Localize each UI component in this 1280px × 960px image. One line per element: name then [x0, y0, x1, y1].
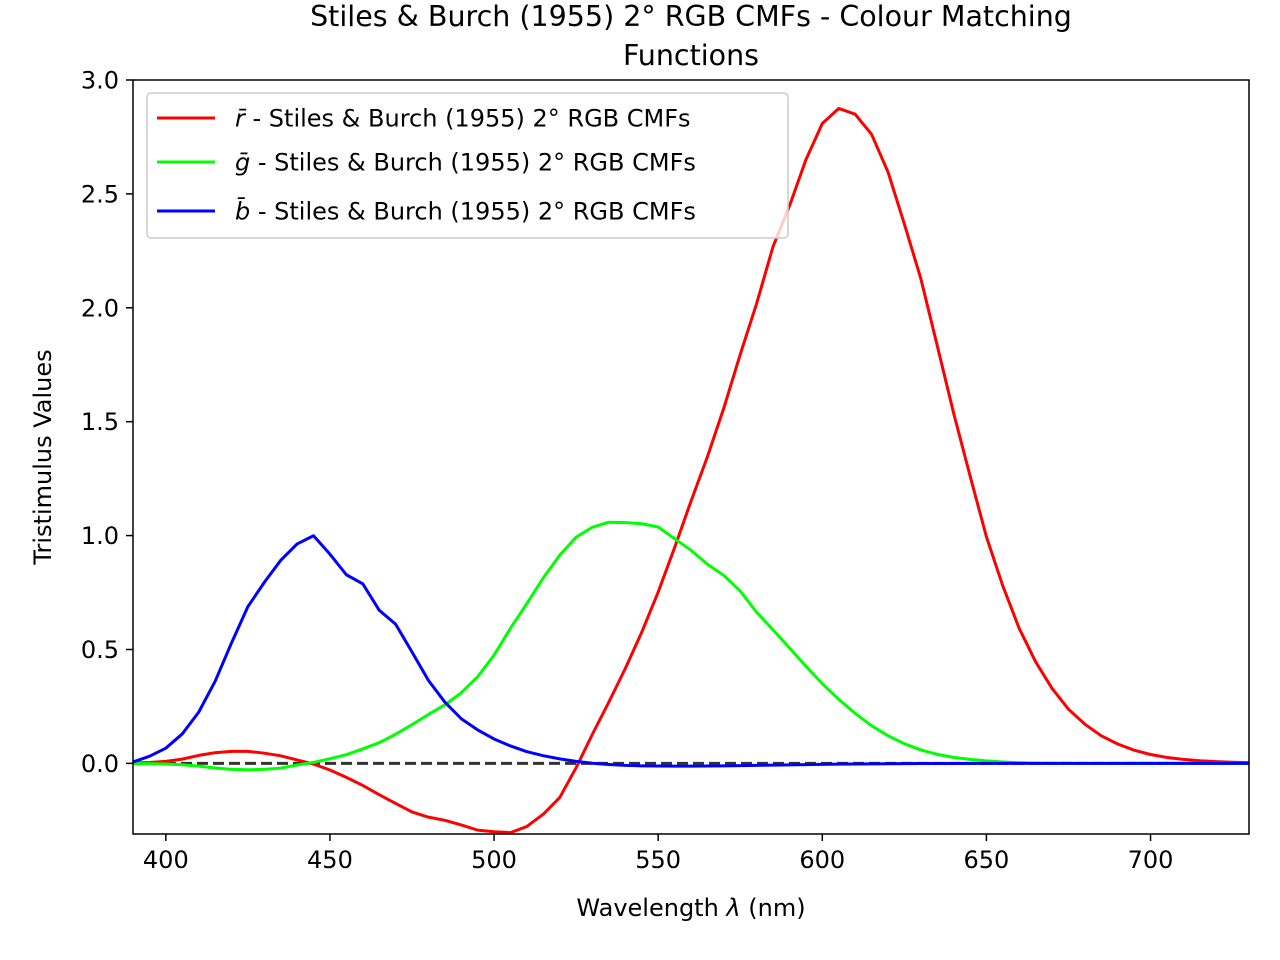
y-tick-label: 3.0 — [81, 67, 119, 95]
legend-symbol-2: b̄ — [235, 196, 250, 225]
legend-symbol-1: ḡ — [235, 149, 250, 177]
chart-title-line-1: Stiles & Burch (1955) 2° RGB CMFs - Colo… — [310, 0, 1072, 33]
legend-text-1: - Stiles & Burch (1955) 2° RGB CMFs — [250, 149, 696, 177]
series-line-0 — [133, 106, 1249, 834]
x-tick-label: 600 — [799, 846, 845, 874]
x-tick-label: 700 — [1128, 846, 1174, 874]
chart-title-line-2: Functions — [623, 39, 759, 72]
y-tick-label: 1.5 — [81, 408, 119, 436]
series-line-2 — [133, 534, 1249, 768]
x-axis-label-suffix: (nm) — [741, 894, 806, 922]
legend-text-2: - Stiles & Burch (1955) 2° RGB CMFs — [250, 198, 696, 226]
legend: r̄ - Stiles & Burch (1955) 2° RGB CMFsḡ … — [146, 92, 789, 239]
plot-area-frame — [132, 79, 1250, 835]
x-axis-label: Wavelength λ (nm) — [576, 894, 805, 922]
legend-label-1: ḡ - Stiles & Burch (1955) 2° RGB CMFs — [235, 149, 696, 177]
legend-symbol-0: r̄ — [235, 105, 247, 133]
y-axis-label: Tristimulus Values — [29, 349, 57, 565]
x-axis-label-symbol: λ — [724, 894, 740, 922]
x-tick-label: 650 — [964, 846, 1010, 874]
x-tick-label: 450 — [307, 846, 353, 874]
x-tick-label: 550 — [635, 846, 681, 874]
y-tick-label: 0.5 — [81, 636, 119, 664]
legend-label-2: b̄ - Stiles & Burch (1955) 2° RGB CMFs — [235, 196, 696, 225]
y-tick-label: 2.0 — [81, 294, 119, 322]
y-tick-label: 2.5 — [81, 180, 119, 208]
y-tick-label: 0.0 — [81, 750, 119, 778]
y-tick-label: 1.0 — [81, 522, 119, 550]
x-tick-label: 500 — [471, 846, 517, 874]
legend-frame — [146, 92, 789, 239]
x-axis-label-prefix: Wavelength — [576, 894, 726, 922]
legend-label-0: r̄ - Stiles & Burch (1955) 2° RGB CMFs — [235, 105, 691, 133]
legend-text-0: - Stiles & Burch (1955) 2° RGB CMFs — [245, 105, 691, 133]
x-tick-label: 400 — [143, 846, 189, 874]
